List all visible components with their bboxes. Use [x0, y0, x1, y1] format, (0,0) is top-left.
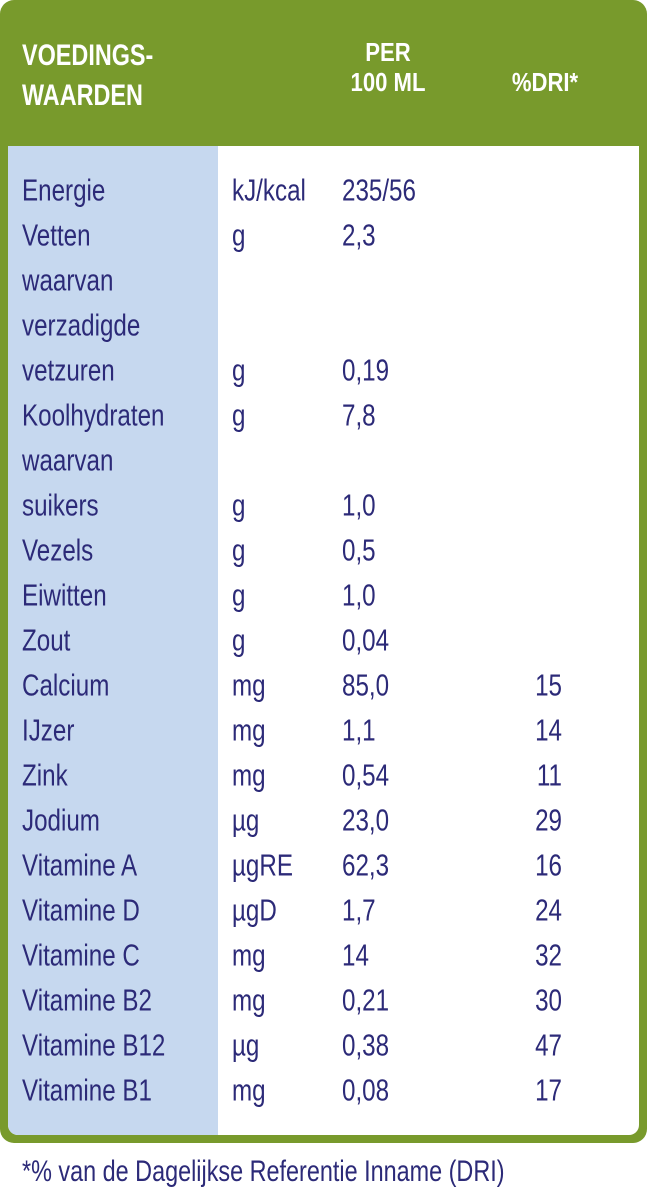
cell-value: 0,38 [342, 1027, 390, 1063]
name-column [8, 146, 218, 1135]
cell-value: 0,04 [342, 622, 390, 658]
cell-dri: 47 [535, 1027, 562, 1063]
cell-value: 0,54 [342, 757, 390, 793]
cell-dri: 16 [535, 847, 562, 883]
cell-name: waarvan [22, 262, 114, 298]
cell-dri: 24 [535, 892, 562, 928]
cell-value: 0,19 [342, 352, 390, 388]
cell-dri: 30 [535, 982, 562, 1018]
cell-value: 0,08 [342, 1072, 390, 1108]
cell-dri: 32 [535, 937, 562, 973]
cell-name: verzadigde [22, 307, 141, 343]
cell-dri: 14 [535, 712, 562, 748]
cell-name: Vitamine B2 [22, 982, 152, 1018]
cell-value: 0,21 [342, 982, 390, 1018]
cell-name: Koolhydraten [22, 397, 165, 433]
cell-name: Zink [22, 757, 68, 793]
cell-name: Zout [22, 622, 71, 658]
header-title: WAARDEN [22, 79, 143, 112]
cell-unit: µg [232, 1027, 260, 1063]
cell-unit: g [232, 397, 246, 433]
cell-unit: mg [232, 1072, 266, 1108]
cell-unit: g [232, 352, 246, 388]
cell-name: Vitamine C [22, 937, 140, 973]
cell-unit: mg [232, 667, 266, 703]
cell-value: 85,0 [342, 667, 390, 703]
cell-value: 62,3 [342, 847, 390, 883]
cell-name: Calcium [22, 667, 110, 703]
cell-value: 1,7 [342, 892, 376, 928]
cell-unit: g [232, 577, 246, 613]
cell-name: Eiwitten [22, 577, 107, 613]
header-dri: %DRI* [511, 67, 579, 97]
cell-dri: 29 [535, 802, 562, 838]
cell-unit: mg [232, 982, 266, 1018]
cell-unit: mg [232, 712, 266, 748]
cell-value: 7,8 [342, 397, 376, 433]
cell-value: 1,0 [342, 577, 376, 613]
cell-dri: 11 [536, 757, 562, 793]
cell-unit: g [232, 532, 246, 568]
cell-name: Vitamine D [22, 892, 140, 928]
cell-unit: µg [232, 802, 260, 838]
cell-name: IJzer [22, 712, 75, 748]
cell-unit: mg [232, 937, 266, 973]
cell-name: Vitamine A [22, 847, 138, 883]
frame: VOEDINGS- WAARDEN PER 100 ML %DRI* Energ… [0, 0, 647, 1143]
cell-name: Jodium [22, 802, 100, 838]
cell-unit: mg [232, 757, 266, 793]
cell-value: 23,0 [342, 802, 390, 838]
cell-dri: 17 [535, 1072, 562, 1108]
cell-name: Vitamine B12 [22, 1027, 166, 1063]
cell-name: Energie [22, 172, 106, 208]
cell-unit: g [232, 487, 246, 523]
cell-name: Vitamine B1 [22, 1072, 152, 1108]
footnote: *% van de Dagelijkse Referentie Inname (… [22, 1155, 505, 1188]
cell-name: waarvan [22, 442, 114, 478]
cell-name: suikers [22, 487, 99, 523]
cell-value: 0,5 [342, 532, 376, 568]
cell-value: 2,3 [342, 217, 376, 253]
cell-value: 1,1 [342, 712, 376, 748]
cell-unit: g [232, 622, 246, 658]
header-title: VOEDINGS- [22, 39, 154, 72]
cell-dri: 15 [535, 667, 562, 703]
cell-unit: µgD [232, 892, 277, 928]
cell-name: Vetten [22, 217, 91, 253]
cell-unit: kJ/kcal [232, 172, 306, 208]
cell-value: 235/56 [342, 172, 416, 208]
cell-value: 14 [342, 937, 369, 973]
cell-name: vetzuren [22, 352, 115, 388]
cell-value: 1,0 [342, 487, 376, 523]
header-per: PER [365, 37, 411, 67]
cell-unit: g [232, 217, 246, 253]
cell-unit: µgRE [232, 847, 293, 883]
cell-name: Vezels [22, 532, 94, 568]
table: Energie kJ/kcal 235/56 Vetten g 2,3 waarvan ver… [8, 146, 639, 1135]
header-per: 100 ML [350, 67, 426, 97]
